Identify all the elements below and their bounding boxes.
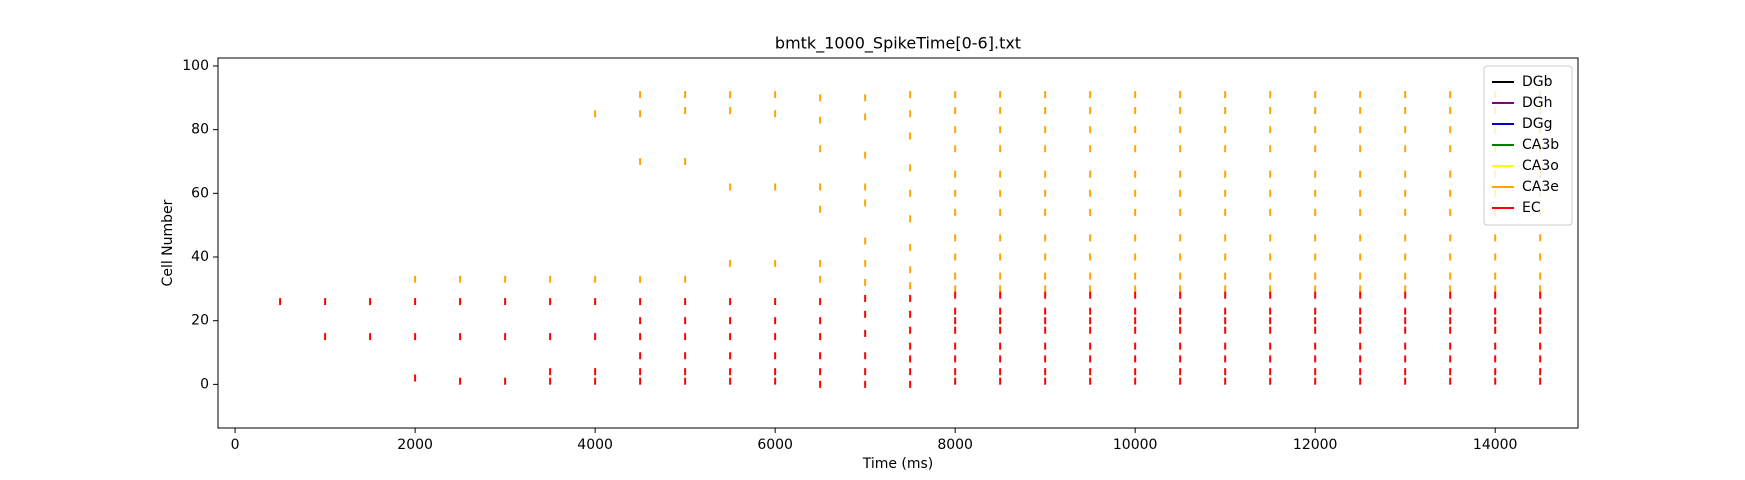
y-tick-label: 60	[191, 185, 209, 201]
x-axis-label: Time (ms)	[862, 456, 934, 472]
legend-label: CA3b	[1522, 137, 1559, 153]
x-tick-label: 14000	[1473, 437, 1518, 453]
x-tick-label: 2000	[397, 437, 433, 453]
legend-label: CA3o	[1522, 158, 1559, 174]
y-tick-label: 100	[182, 58, 209, 74]
legend-label: DGg	[1522, 116, 1553, 132]
x-tick-label: 8000	[937, 437, 973, 453]
legend-label: CA3e	[1522, 179, 1559, 195]
legend-label: DGb	[1522, 74, 1553, 90]
y-tick-label: 0	[200, 376, 209, 392]
plot-frame	[217, 57, 1579, 429]
y-axis-label: Cell Number	[160, 199, 176, 286]
y-tick-label: 40	[191, 249, 209, 265]
legend-box	[1483, 65, 1573, 226]
legend-label: EC	[1522, 200, 1541, 216]
y-tick-label: 20	[191, 313, 209, 329]
x-tick-label: 4000	[577, 437, 613, 453]
chart-title: bmtk_1000_SpikeTime[0-6].txt	[775, 34, 1021, 54]
x-tick-label: 6000	[757, 437, 793, 453]
x-tick-label: 0	[231, 437, 240, 453]
x-tick-label: 12000	[1293, 437, 1338, 453]
y-tick-label: 80	[191, 122, 209, 138]
x-tick-label: 10000	[1113, 437, 1158, 453]
legend-label: DGh	[1522, 95, 1553, 111]
